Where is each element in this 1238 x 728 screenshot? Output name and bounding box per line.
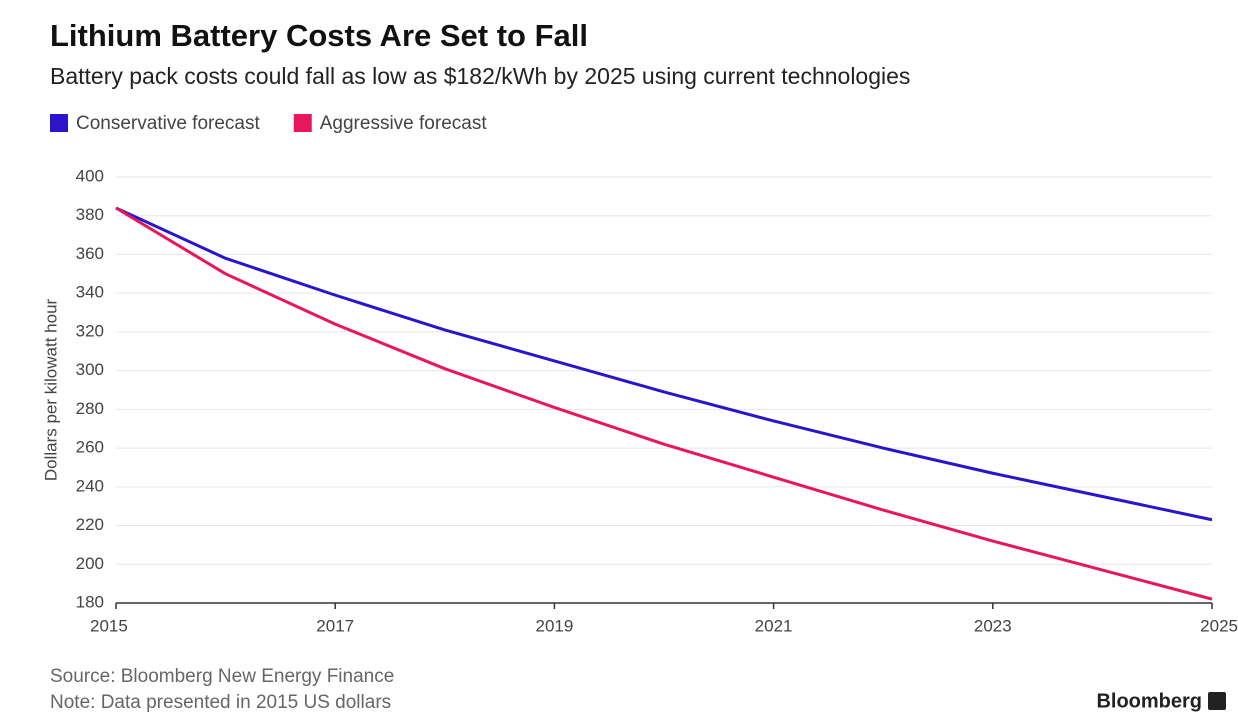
legend-swatch bbox=[50, 114, 68, 132]
note: Note: Data presented in 2015 US dollars bbox=[50, 692, 391, 713]
y-tick-label: 300 bbox=[76, 360, 104, 379]
chart-title: Lithium Battery Costs Are Set to Fall bbox=[50, 18, 588, 53]
legend-swatch bbox=[293, 114, 312, 132]
brand: Bloomberg bbox=[1096, 690, 1202, 712]
x-tick-label: 2015 bbox=[90, 616, 128, 635]
y-tick-label: 200 bbox=[76, 554, 104, 573]
legend-label: Conservative forecast bbox=[76, 113, 260, 134]
y-tick-label: 380 bbox=[76, 205, 104, 224]
y-tick-label: 260 bbox=[76, 438, 104, 457]
source: Source: Bloomberg New Energy Finance bbox=[50, 666, 394, 687]
x-tick-label: 2019 bbox=[535, 616, 573, 635]
series-line bbox=[115, 206, 1213, 601]
y-tick-label: 360 bbox=[76, 244, 104, 263]
x-tick-label: 2025 bbox=[1200, 616, 1238, 635]
legend-label: Aggressive forecast bbox=[320, 113, 488, 134]
x-tick-label: 2017 bbox=[316, 616, 354, 635]
y-tick-label: 320 bbox=[76, 321, 104, 340]
brand-icon bbox=[1208, 692, 1226, 710]
y-tick-label: 280 bbox=[76, 399, 104, 418]
series-line bbox=[115, 206, 1213, 522]
y-tick-label: 340 bbox=[76, 283, 104, 302]
y-axis-label: Dollars per kilowatt hour bbox=[41, 298, 60, 481]
y-tick-label: 180 bbox=[76, 592, 104, 611]
y-tick-label: 240 bbox=[76, 476, 104, 495]
y-tick-label: 400 bbox=[76, 166, 104, 185]
chart-subtitle: Battery pack costs could fall as low as … bbox=[50, 63, 910, 89]
x-tick-label: 2021 bbox=[755, 616, 793, 635]
x-tick-label: 2023 bbox=[974, 616, 1012, 635]
y-tick-label: 220 bbox=[76, 515, 104, 534]
